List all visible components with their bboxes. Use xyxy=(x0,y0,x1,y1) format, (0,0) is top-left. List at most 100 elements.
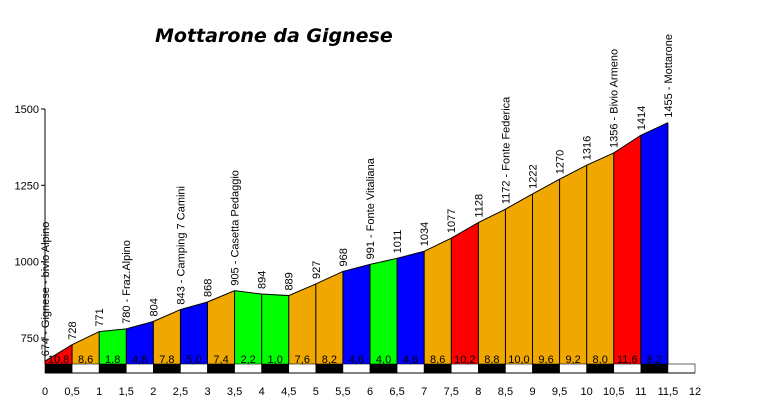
segment-gradient-label: 1,8 xyxy=(105,354,120,366)
point-elevation-label: 843 - Camping 7 Camini xyxy=(175,186,187,305)
segment-gradient-label: 8,2 xyxy=(322,354,337,366)
x-tick-label: 3 xyxy=(204,386,210,398)
x-tick-label: 11 xyxy=(635,386,646,398)
profile-line xyxy=(44,122,669,362)
x-tick-label: 5,5 xyxy=(335,386,350,398)
segment-area xyxy=(424,238,452,364)
x-tick-label: 5 xyxy=(313,386,319,398)
point-elevation-label: 927 xyxy=(311,261,323,279)
x-tick-label: 9 xyxy=(529,386,535,398)
segment-gradient-label: 8,2 xyxy=(647,354,662,366)
segment-gradient-label: 7,4 xyxy=(213,354,228,366)
x-tick-label: 8,5 xyxy=(498,386,513,398)
x-tick-label: 6,5 xyxy=(389,386,404,398)
chart-title: Mottarone da Gignese xyxy=(155,25,393,47)
point-elevation-label: 1034 xyxy=(419,222,431,246)
segment-area xyxy=(72,331,100,364)
point-elevation-label: 1414 xyxy=(636,106,648,130)
segment-area xyxy=(234,290,262,364)
x-tick-label: 3,5 xyxy=(227,386,242,398)
segment-gradient-label: 1,0 xyxy=(268,354,283,366)
point-elevation-label: 991 - Fonte Vitaliana xyxy=(365,157,377,259)
y-tick-label: 1250 xyxy=(15,180,39,192)
x-tick-label: 10,5 xyxy=(603,386,624,398)
segment-area xyxy=(207,290,235,364)
segment-gradient-label: 10,8 xyxy=(48,354,69,366)
segment-area xyxy=(180,301,208,364)
x-tick-label: 2,5 xyxy=(173,386,188,398)
segment-area xyxy=(99,328,127,364)
x-tick-label: 4 xyxy=(259,386,265,398)
segment-area xyxy=(153,309,181,364)
segment-area xyxy=(532,179,560,364)
segment-area xyxy=(559,165,587,364)
segment-area xyxy=(342,264,370,364)
x-tick-label: 4,5 xyxy=(281,386,296,398)
point-elevation-label: 804 xyxy=(148,298,160,316)
x-axis-band xyxy=(667,363,696,374)
x-tick-label: 8 xyxy=(475,386,481,398)
segment-area xyxy=(261,294,289,364)
x-tick-label: 9,5 xyxy=(552,386,567,398)
y-tick-label: 750 xyxy=(21,333,39,345)
segment-area xyxy=(451,222,479,364)
point-elevation-label: 1172 - Fonte Federica xyxy=(500,96,512,204)
segment-gradient-label: 8,6 xyxy=(430,354,445,366)
segment-area xyxy=(370,258,398,364)
segment-gradient-label: 2,2 xyxy=(240,354,255,366)
segment-area xyxy=(315,271,343,364)
segment-gradient-label: 4,6 xyxy=(349,354,364,366)
segment-gradient-label: 7,6 xyxy=(295,354,310,366)
segment-area xyxy=(126,321,154,364)
point-elevation-label: 1011 xyxy=(392,230,404,254)
x-tick-label: 6 xyxy=(367,386,373,398)
x-tick-label: 11,5 xyxy=(658,386,679,398)
point-elevation-label: 1222 xyxy=(528,164,540,188)
x-tick-label: 2 xyxy=(150,386,156,398)
x-tick-label: 1 xyxy=(96,386,102,398)
segment-area xyxy=(613,135,641,364)
point-elevation-label: 894 xyxy=(257,271,269,289)
segment-gradient-label: 4,8 xyxy=(132,354,147,366)
point-elevation-label: 1316 xyxy=(582,136,594,160)
point-elevation-label: 905 - Casetta Pedaggio xyxy=(230,170,242,286)
point-elevation-label: 1077 xyxy=(446,209,458,233)
segment-gradient-label: 7,8 xyxy=(159,354,174,366)
point-elevation-label: 674 - Gignese - bivio Alpino xyxy=(40,222,52,357)
point-elevation-label: 1356 - Bivio Armeno xyxy=(609,49,621,148)
segment-gradient-label: 5,0 xyxy=(186,354,201,366)
y-tick-label: 1000 xyxy=(15,257,39,269)
segment-area xyxy=(45,344,73,364)
segment-gradient-label: 10,2 xyxy=(454,354,475,366)
x-tick-label: 7 xyxy=(421,386,427,398)
x-tick-label: 7,5 xyxy=(444,386,459,398)
point-elevation-label: 771 xyxy=(94,308,106,326)
x-tick-label: 0 xyxy=(42,386,48,398)
point-elevation-label: 1128 xyxy=(473,194,485,218)
point-elevation-label: 1270 xyxy=(555,150,567,174)
point-elevation-label: 780 - Fraz.Alpino xyxy=(121,240,133,324)
y-tick-label: 1500 xyxy=(15,104,39,116)
x-tick-label: 0,5 xyxy=(64,386,79,398)
segment-area xyxy=(478,209,506,364)
segment-gradient-label: 9,2 xyxy=(565,354,580,366)
segment-area xyxy=(397,251,425,364)
segment-gradient-label: 8,8 xyxy=(484,354,499,366)
segment-gradient-label: 11,6 xyxy=(617,354,638,366)
segment-area xyxy=(505,193,533,364)
point-elevation-label: 1455 - Mottarone xyxy=(663,34,675,118)
segment-gradient-label: 8,6 xyxy=(78,354,93,366)
segment-gradient-label: 4,6 xyxy=(403,354,418,366)
segment-area xyxy=(288,283,316,364)
segment-gradient-label: 8,0 xyxy=(593,354,608,366)
point-elevation-label: 889 xyxy=(284,272,296,290)
point-elevation-label: 868 xyxy=(203,279,215,297)
segment-gradient-label: 9,6 xyxy=(538,354,553,366)
x-tick-label: 12 xyxy=(689,386,701,398)
x-tick-label: 1,5 xyxy=(119,386,134,398)
segment-area xyxy=(640,122,668,365)
point-elevation-label: 728 xyxy=(67,321,79,339)
x-tick-label: 10 xyxy=(581,386,593,398)
point-elevation-label: 968 xyxy=(338,248,350,266)
